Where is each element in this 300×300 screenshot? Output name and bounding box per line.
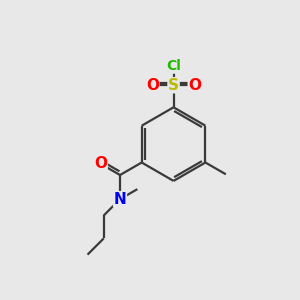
Text: O: O [188, 78, 201, 93]
Text: N: N [114, 192, 126, 207]
Text: O: O [146, 78, 159, 93]
Text: S: S [168, 78, 179, 93]
Text: Cl: Cl [166, 59, 181, 73]
Text: O: O [94, 156, 107, 171]
